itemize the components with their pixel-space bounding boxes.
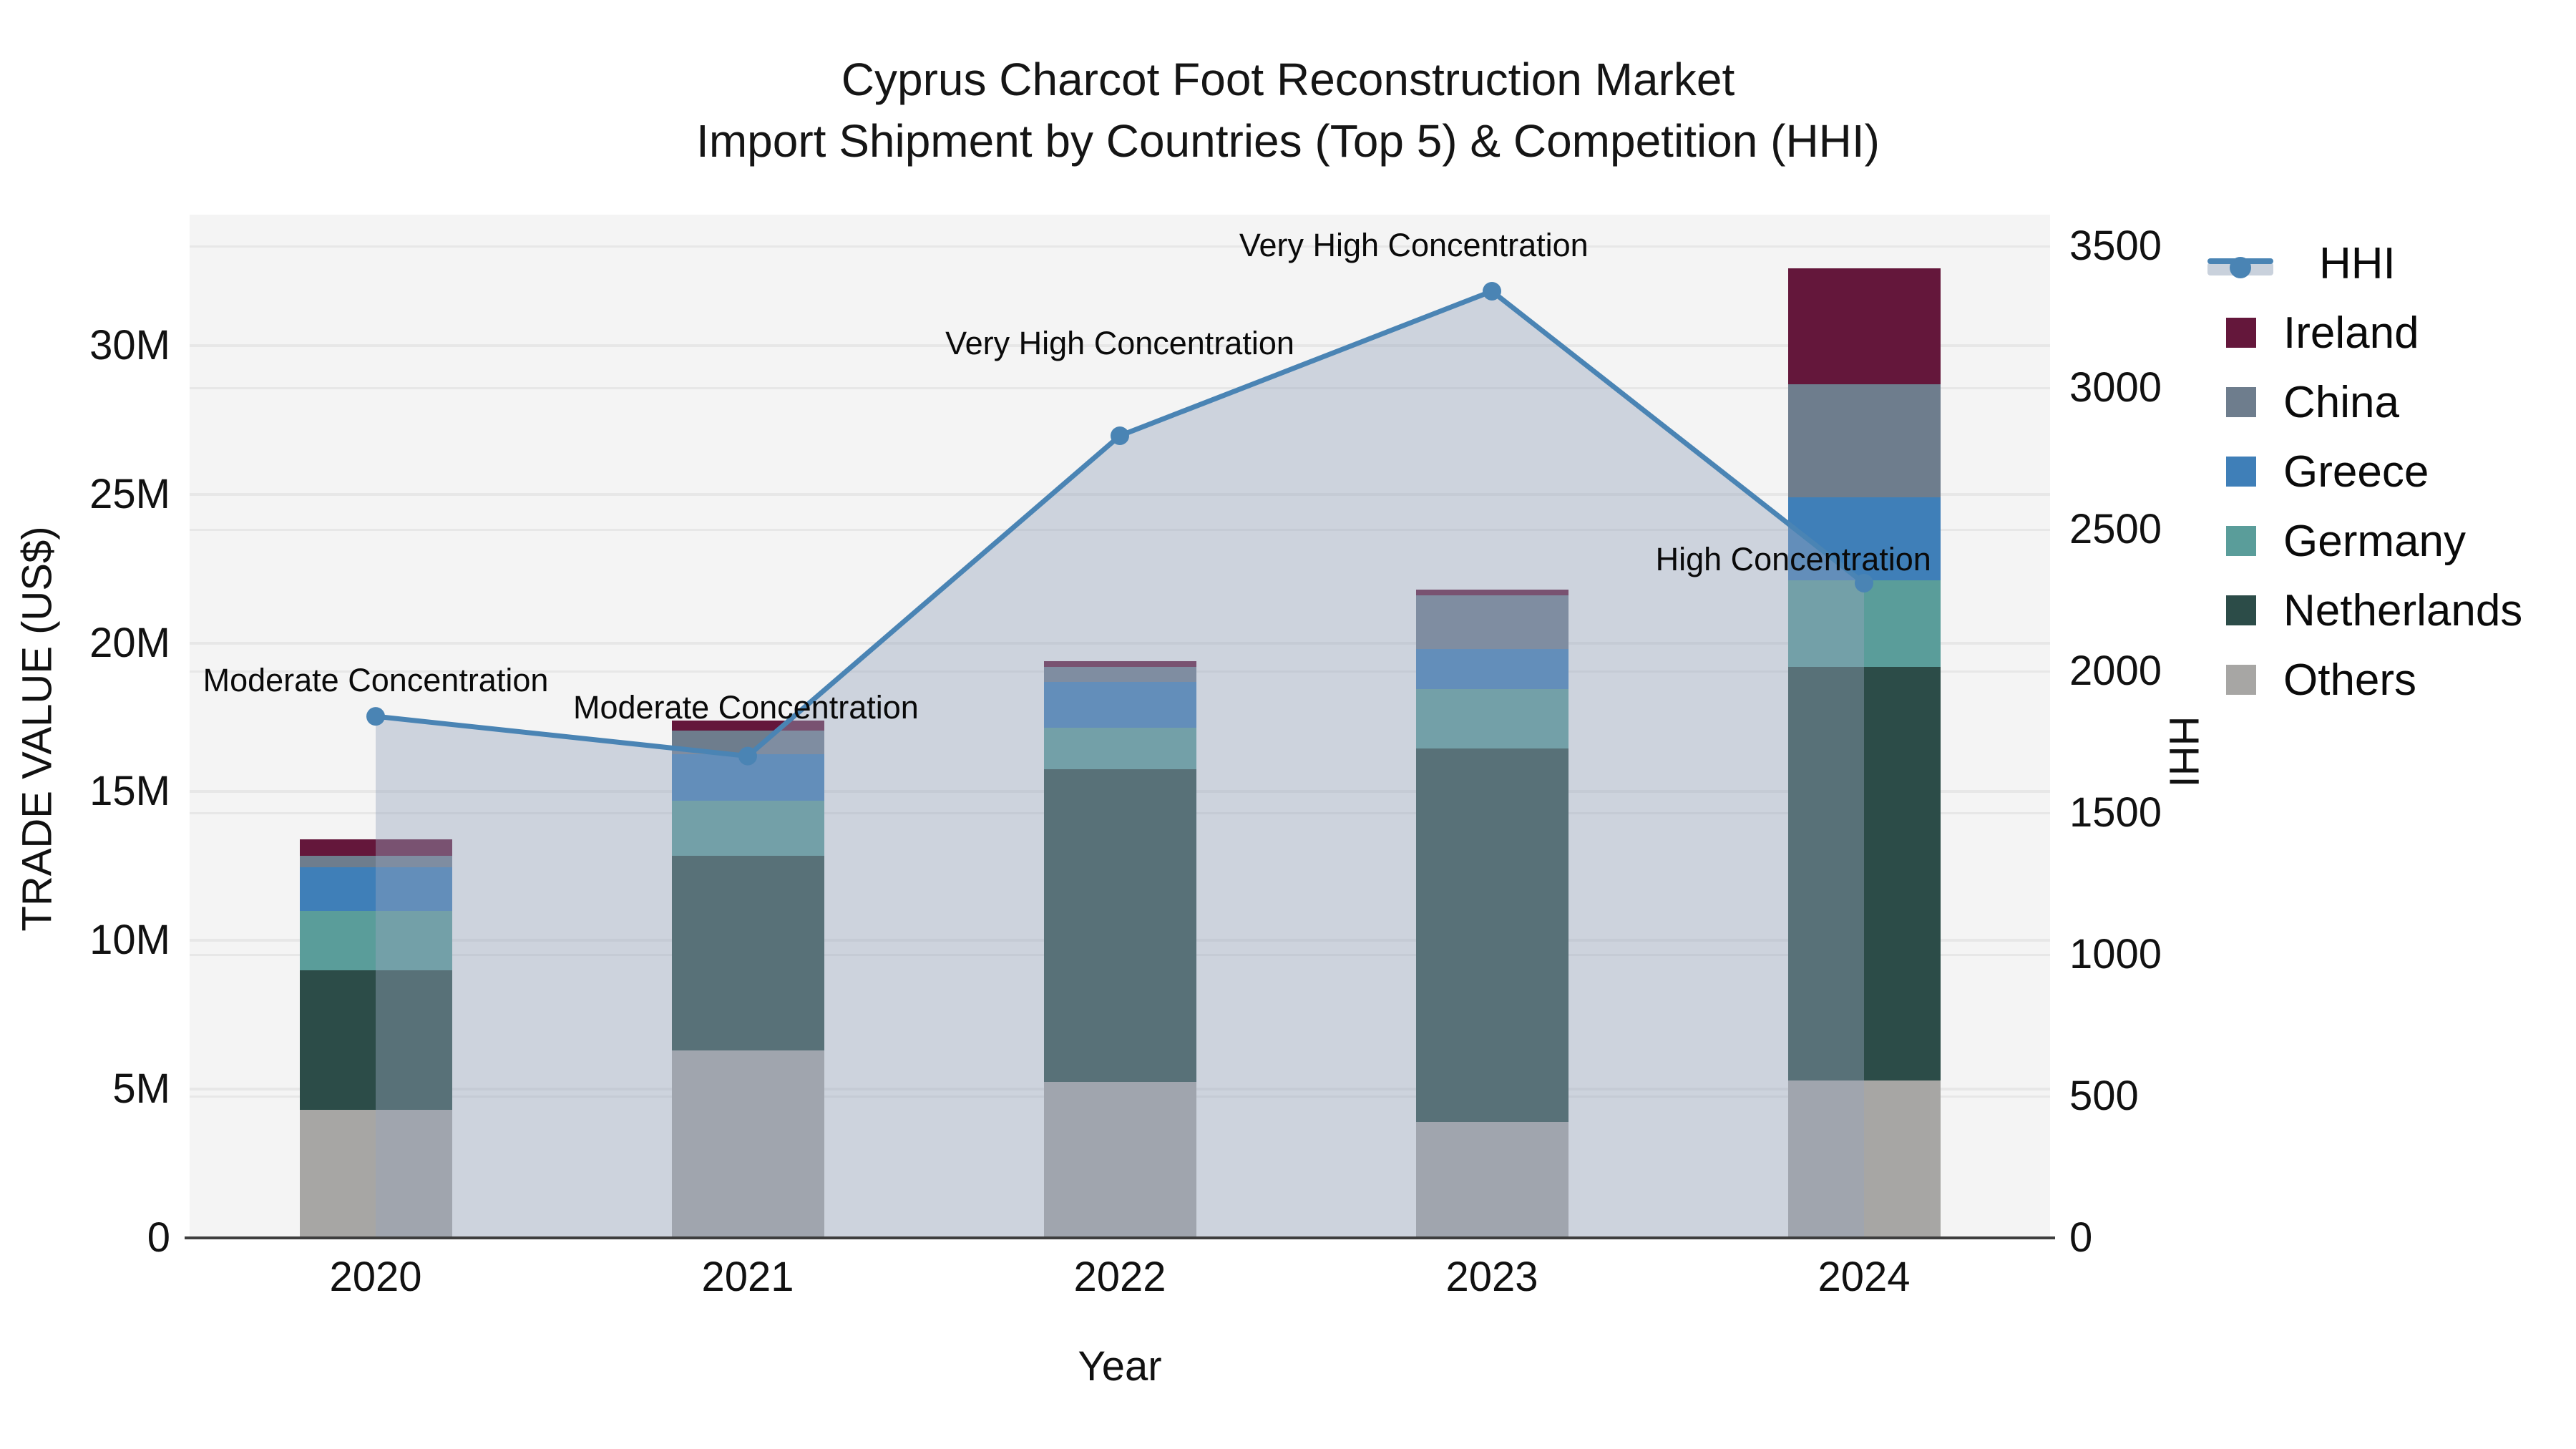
- y-left-tick-30M: 30M: [89, 321, 170, 369]
- legend-swatch-others: [2226, 665, 2256, 695]
- legend-item-china[interactable]: China: [2207, 376, 2399, 428]
- gridline-right: [190, 386, 2050, 389]
- gridline-right: [190, 528, 2050, 531]
- bar-segment-china-2024[interactable]: [1787, 384, 1941, 497]
- bar-segment-netherlands-2022[interactable]: [1043, 769, 1196, 1082]
- legend-swatch-germany: [2226, 526, 2256, 556]
- legend-label-greece: Greece: [2283, 447, 2429, 497]
- legend-swatch-china: [2226, 387, 2256, 417]
- y-right-tick-3500: 3500: [2069, 222, 2162, 269]
- chart-title-line1: Cyprus Charcot Foot Reconstruction Marke…: [841, 54, 1735, 105]
- bar-segment-ireland-2023[interactable]: [1415, 589, 1568, 596]
- legend-swatch-netherlands: [2226, 595, 2256, 625]
- bar-segment-germany-2024[interactable]: [1787, 580, 1941, 667]
- y-left-tick-10M: 10M: [89, 917, 170, 964]
- annotation-2023: Very High Concentration: [1239, 226, 1589, 263]
- bar-segment-ireland-2024[interactable]: [1787, 268, 1941, 384]
- legend-label-netherlands: Netherlands: [2283, 585, 2523, 635]
- legend-label-ireland: Ireland: [2283, 308, 2419, 358]
- bar-segment-germany-2020[interactable]: [299, 910, 452, 970]
- legend-item-hhi[interactable]: HHI: [2207, 238, 2396, 289]
- y-right-axis-title: HHI: [2160, 716, 2207, 788]
- legend-item-netherlands[interactable]: Netherlands: [2207, 585, 2522, 636]
- bar-segment-china-2023[interactable]: [1415, 595, 1568, 649]
- bar-segment-greece-2024[interactable]: [1787, 497, 1941, 581]
- x-tick-2020: 2020: [329, 1254, 422, 1300]
- legend-item-greece[interactable]: Greece: [2207, 446, 2429, 497]
- annotation-2024: High Concentration: [1655, 540, 1931, 577]
- bar-segment-others-2022[interactable]: [1043, 1081, 1196, 1238]
- y-left-axis-title: TRADE VALUE (US$): [14, 526, 61, 932]
- hhi-line-swatch-icon: [2207, 248, 2273, 278]
- x-axis-line: [185, 1236, 2055, 1239]
- bar-segment-greece-2022[interactable]: [1043, 681, 1196, 728]
- bar-segment-netherlands-2024[interactable]: [1787, 666, 1941, 1080]
- x-tick-2024: 2024: [1818, 1254, 1911, 1300]
- y-right-tick-0: 0: [2069, 1214, 2093, 1261]
- legend-label-china: China: [2283, 377, 2399, 427]
- bar-segment-netherlands-2020[interactable]: [299, 970, 452, 1111]
- bar-segment-ireland-2020[interactable]: [299, 839, 452, 856]
- y-left-tick-0: 0: [147, 1214, 170, 1261]
- bar-segment-others-2020[interactable]: [299, 1110, 452, 1238]
- bar-segment-germany-2023[interactable]: [1415, 689, 1568, 749]
- gridline-left: [190, 343, 2050, 347]
- legend-label-hhi: HHI: [2319, 238, 2396, 288]
- y-left-tick-15M: 15M: [89, 768, 170, 815]
- hhi-marker-2020[interactable]: [366, 707, 385, 726]
- bar-segment-greece-2020[interactable]: [299, 867, 452, 911]
- hhi-marker-2023[interactable]: [1483, 281, 1501, 301]
- gridline-left: [190, 641, 2050, 645]
- bar-segment-germany-2021[interactable]: [671, 800, 824, 856]
- legend-label-others: Others: [2283, 655, 2417, 705]
- bar-segment-others-2024[interactable]: [1787, 1080, 1941, 1238]
- legend-item-germany[interactable]: Germany: [2207, 515, 2466, 567]
- legend-item-ireland[interactable]: Ireland: [2207, 307, 2419, 358]
- legend-swatch-ireland: [2226, 318, 2256, 348]
- legend-swatch-greece: [2226, 457, 2256, 487]
- x-tick-2022: 2022: [1073, 1254, 1166, 1300]
- chart-title: Cyprus Charcot Foot Reconstruction Marke…: [0, 49, 2576, 172]
- bar-segment-others-2021[interactable]: [671, 1050, 824, 1238]
- gridline-right: [190, 245, 2050, 248]
- hhi-marker-swatch: [2230, 257, 2251, 278]
- plot-area: Moderate Concentration Moderate Concentra…: [190, 215, 2050, 1238]
- x-tick-2023: 2023: [1445, 1254, 1538, 1300]
- hhi-area-line: [366, 281, 1873, 1238]
- bar-segment-ireland-2022[interactable]: [1043, 660, 1196, 667]
- hhi-marker-2022[interactable]: [1111, 426, 1129, 445]
- y-right-tick-500: 500: [2069, 1072, 2139, 1119]
- y-right-tick-3000: 3000: [2069, 364, 2162, 411]
- bar-segment-netherlands-2023[interactable]: [1415, 748, 1568, 1122]
- chart-title-line2: Import Shipment by Countries (Top 5) & C…: [696, 115, 1880, 167]
- annotation-2021: Moderate Concentration: [572, 689, 919, 726]
- y-right-tick-1500: 1500: [2069, 789, 2162, 836]
- bar-segment-china-2020[interactable]: [299, 855, 452, 868]
- hhi-area-fill: [376, 291, 1864, 1238]
- y-left-tick-25M: 25M: [89, 470, 170, 517]
- y-right-tick-1000: 1000: [2069, 930, 2162, 977]
- legend-label-germany: Germany: [2283, 516, 2466, 566]
- y-left-tick-20M: 20M: [89, 619, 170, 666]
- hhi-marker-2021[interactable]: [738, 746, 757, 766]
- x-tick-2021: 2021: [701, 1254, 794, 1300]
- y-right-tick-2000: 2000: [2069, 647, 2162, 694]
- annotation-2020: Moderate Concentration: [203, 661, 549, 698]
- bar-segment-netherlands-2021[interactable]: [671, 855, 824, 1051]
- legend-item-others[interactable]: Others: [2207, 654, 2416, 706]
- gridline-left: [190, 492, 2050, 496]
- bar-segment-germany-2022[interactable]: [1043, 728, 1196, 770]
- bar-segment-greece-2023[interactable]: [1415, 648, 1568, 690]
- hhi-marker-2024[interactable]: [1855, 573, 1873, 592]
- y-right-tick-2500: 2500: [2069, 505, 2162, 552]
- y-left-tick-5M: 5M: [112, 1065, 170, 1113]
- annotation-2022: Very High Concentration: [945, 325, 1294, 362]
- bar-segment-china-2022[interactable]: [1043, 666, 1196, 682]
- x-axis-title: Year: [1078, 1343, 1162, 1390]
- bar-segment-others-2023[interactable]: [1415, 1121, 1568, 1238]
